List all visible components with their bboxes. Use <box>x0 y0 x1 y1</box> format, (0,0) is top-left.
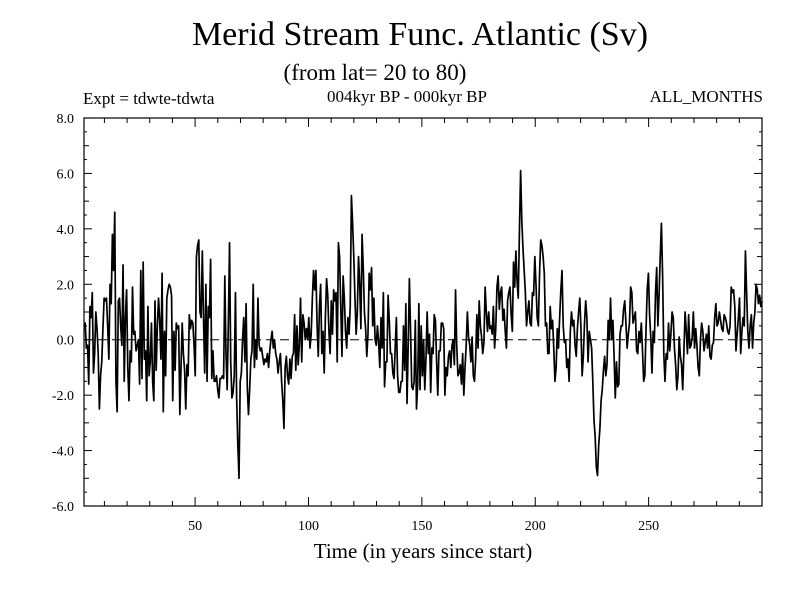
y-tick-label: 4.0 <box>57 223 75 238</box>
x-tick-label: 50 <box>188 519 202 534</box>
x-tick-label: 150 <box>411 519 432 534</box>
x-tick-label: 100 <box>298 519 319 534</box>
plot-frame <box>83 117 763 507</box>
y-tick-label: 8.0 <box>57 112 75 127</box>
y-tick-label: 2.0 <box>57 278 75 293</box>
tick-group <box>84 117 762 507</box>
period-label: 004kyr BP - 000kyr BP <box>327 87 487 106</box>
y-tick-label: 6.0 <box>57 167 75 182</box>
y-tick-label: -2.0 <box>52 389 74 404</box>
x-tick-label: 250 <box>638 519 659 534</box>
chart-title: Merid Stream Func. Atlantic (Sv) <box>191 16 649 53</box>
months-label: ALL_MONTHS <box>649 87 763 106</box>
x-tick-label: 200 <box>525 519 546 534</box>
x-axis-title: Time (in years since start) <box>314 539 533 563</box>
y-tick-label: 0.0 <box>57 334 75 349</box>
chart-subtitle: (from lat= 20 to 80) <box>283 60 467 85</box>
y-tick-label: -6.0 <box>52 500 74 515</box>
series-line-tdwte-tdwta <box>83 169 763 480</box>
experiment-label: Expt = tdwte-tdwta <box>83 89 215 108</box>
y-tick-label: -4.0 <box>52 445 74 460</box>
tick-label-group: -6.0 -4.0 -2.0 0.0 2.0 4.0 6.0 8.0 50 100 150 200 25… <box>52 112 659 534</box>
